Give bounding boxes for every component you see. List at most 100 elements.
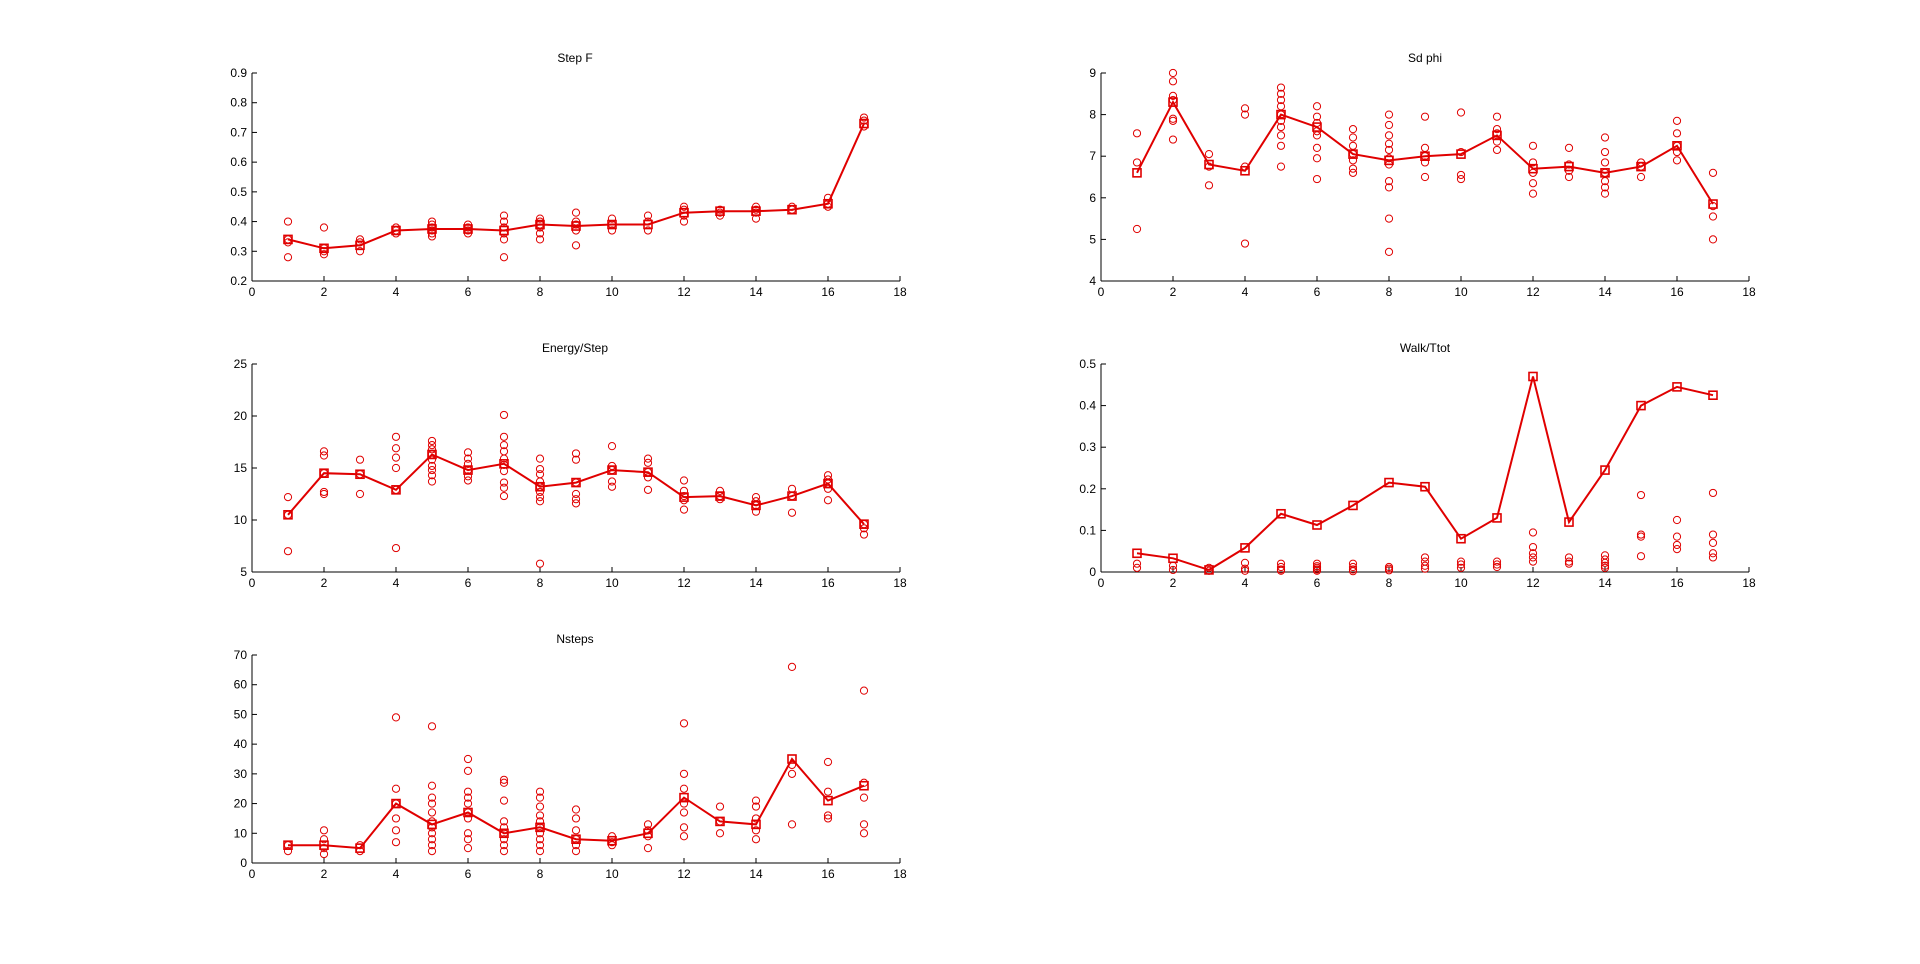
mean-marker [607, 465, 617, 475]
data-point [643, 458, 653, 467]
data-point [1420, 553, 1430, 562]
data-point [571, 241, 581, 250]
mean-marker [643, 467, 653, 477]
data-point [1636, 532, 1646, 541]
data-point [1276, 566, 1286, 575]
x-tick-label: 2 [321, 285, 328, 299]
data-point [427, 829, 437, 838]
data-point [1492, 560, 1502, 569]
data-point [679, 486, 689, 495]
x-tick-label: 10 [605, 867, 619, 881]
data-point [499, 217, 509, 226]
mean-marker [1672, 382, 1682, 392]
data-point [1456, 170, 1466, 180]
data-point [1672, 545, 1682, 554]
subplot-walk-ttot: Walk/Ttot 0 2 4 6 8 10 12 14 16 18 0 0.1 0.2 0.3 0.4 0.… [1079, 341, 1756, 590]
data-point [499, 432, 509, 441]
data-point [571, 814, 581, 823]
data-point [607, 477, 617, 486]
data-point [391, 432, 401, 441]
x-tick-label: 10 [1454, 285, 1468, 299]
y-tick-label: 0.3 [1079, 440, 1096, 454]
y-tick-label: 40 [234, 737, 248, 751]
data-point [1240, 564, 1250, 573]
mean-marker [283, 509, 293, 520]
data-point [1420, 172, 1430, 182]
data-point [715, 486, 725, 495]
data-point [1240, 110, 1250, 119]
data-point [499, 478, 509, 487]
data-point [391, 814, 401, 823]
data-point [1276, 122, 1286, 132]
data-point [1564, 143, 1574, 152]
data-point [535, 497, 545, 506]
data-point [283, 847, 293, 856]
data-point [751, 835, 761, 844]
data-point [499, 454, 509, 463]
data-point [1168, 91, 1178, 100]
data-point [1384, 120, 1394, 130]
data-point [535, 811, 545, 820]
data-point [1600, 147, 1610, 157]
x-tick-label: 16 [821, 867, 835, 881]
y-tick-label: 0.2 [1079, 482, 1096, 496]
data-point [1636, 552, 1646, 561]
data-point [643, 454, 653, 463]
y-tick-label: 4 [1089, 274, 1096, 288]
subplot-energy-step: Energy/Step 0 2 4 6 8 10 12 14 16 18 5 10 15 20 25 [234, 341, 907, 590]
data-point [535, 493, 545, 502]
x-tick-label: 4 [1242, 285, 1249, 299]
data-point [499, 483, 509, 492]
x-tick-label: 0 [1098, 285, 1105, 299]
data-point [823, 496, 833, 505]
data-point [535, 787, 545, 796]
data-point [319, 835, 329, 844]
data-point [355, 489, 365, 499]
mean-marker [463, 465, 473, 475]
data-point [499, 835, 509, 844]
data-point [751, 826, 761, 835]
data-point [679, 808, 689, 817]
mean-marker [463, 807, 473, 818]
data-point [463, 754, 473, 764]
x-tick-label: 10 [1454, 576, 1468, 590]
x-tick-label: 18 [1742, 576, 1756, 590]
y-tick-label: 0.1 [1079, 523, 1096, 537]
data-point [499, 410, 509, 420]
mean-marker [427, 224, 437, 234]
x-tick-label: 14 [1598, 285, 1612, 299]
mean-marker [823, 198, 833, 209]
data-point [319, 447, 329, 456]
data-point [463, 787, 473, 796]
data-point [607, 482, 617, 491]
mean-marker [643, 828, 653, 839]
data-point [823, 757, 833, 767]
chart-title: Walk/Ttot [1400, 341, 1451, 355]
x-tick-label: 14 [749, 867, 763, 881]
data-point [463, 844, 473, 853]
x-tick-label: 8 [537, 867, 544, 881]
data-point [1528, 179, 1538, 188]
data-point [1132, 158, 1142, 167]
data-point [463, 448, 473, 457]
data-point [1528, 557, 1538, 566]
data-point [1528, 141, 1538, 150]
data-point [499, 817, 509, 826]
data-point [1528, 549, 1538, 558]
data-point [1168, 135, 1178, 144]
data-point [427, 835, 437, 844]
data-point [1456, 563, 1466, 572]
data-point [1384, 131, 1394, 140]
data-point [499, 253, 509, 262]
mean-marker [859, 118, 869, 129]
data-point [1672, 116, 1682, 125]
data-point [499, 441, 509, 450]
data-point [1528, 542, 1538, 552]
data-point [391, 543, 401, 553]
data-point [1240, 558, 1250, 567]
data-point [1132, 129, 1142, 138]
mean-marker [499, 828, 509, 839]
mean-marker [319, 840, 329, 850]
data-point [1600, 183, 1610, 192]
